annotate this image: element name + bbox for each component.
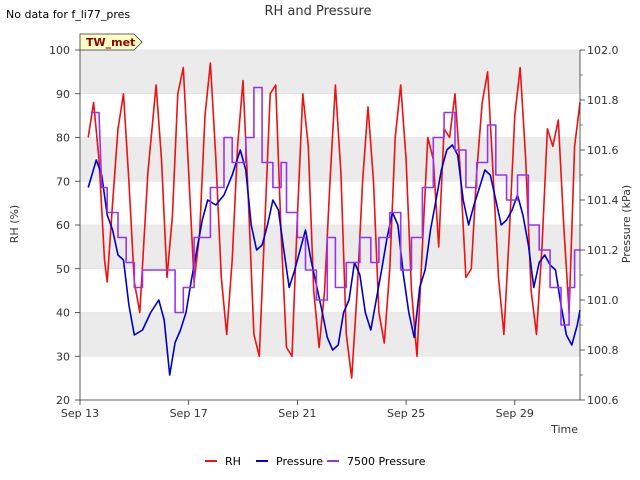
legend-label-2: 7500 Pressure (347, 455, 426, 468)
y-left-tick-label: 100 (49, 44, 70, 57)
y-right-tick-label: 101.0 (587, 294, 619, 307)
chart-title: RH and Pressure (264, 4, 371, 19)
y-left-tick-label: 40 (56, 307, 70, 320)
x-tick-label: Sep 25 (387, 407, 425, 420)
x-axis-ticks: Sep 13 Sep 17 Sep 21 Sep 25 Sep 29 (61, 400, 534, 420)
x-tick-label: Sep 29 (496, 407, 534, 420)
no-data-note: No data for f_li77_pres (6, 8, 130, 21)
y-right-axis-label: Pressure (kPa) (620, 185, 633, 263)
left-axis-ticks: 20 30 40 50 60 70 80 90 100 (49, 44, 80, 407)
y-left-tick-label: 60 (56, 219, 70, 232)
legend: RH Pressure 7500 Pressure (205, 455, 426, 468)
y-right-tick-label: 101.6 (587, 144, 619, 157)
station-badge-label: TW_met (86, 36, 135, 49)
grid-band (80, 93, 580, 138)
grid-band (80, 50, 580, 94)
y-left-tick-label: 80 (56, 132, 70, 145)
grid-band (80, 356, 580, 400)
series-line-2 (90, 86, 580, 326)
series-line-1 (87, 144, 581, 376)
y-left-tick-label: 20 (56, 394, 70, 407)
y-right-tick-label: 101.4 (587, 194, 619, 207)
y-right-tick-label: 101.2 (587, 244, 619, 257)
x-tick-label: Sep 21 (278, 407, 316, 420)
y-left-tick-label: 70 (56, 175, 70, 188)
grid-band (80, 225, 580, 269)
y-left-tick-label: 50 (56, 263, 70, 276)
x-tick-label: Sep 17 (170, 407, 208, 420)
x-tick-label: Sep 13 (61, 407, 99, 420)
y-right-tick-label: 102.0 (587, 44, 619, 57)
legend-label-1: Pressure (276, 455, 323, 468)
series-line-0 (87, 62, 581, 379)
x-axis-label: Time (550, 423, 578, 436)
station-badge-shape (79, 33, 143, 51)
y-left-tick-label: 30 (56, 350, 70, 363)
y-right-tick-label: 101.8 (587, 94, 619, 107)
y-right-tick-label: 100.6 (587, 394, 619, 407)
y-right-tick-label: 100.8 (587, 344, 619, 357)
y-left-tick-label: 90 (56, 88, 70, 101)
station-badge: TW_met (79, 33, 143, 51)
grid-band (80, 268, 580, 313)
series-layer (87, 62, 581, 379)
right-axis-ticks: 100.6 100.8 101.0 101.2 101.4 101.6 101.8 102.0 (580, 44, 619, 407)
y-left-axis-label: RH (%) (8, 205, 21, 243)
plot-background (80, 49, 580, 401)
legend-label-0: RH (225, 455, 241, 468)
